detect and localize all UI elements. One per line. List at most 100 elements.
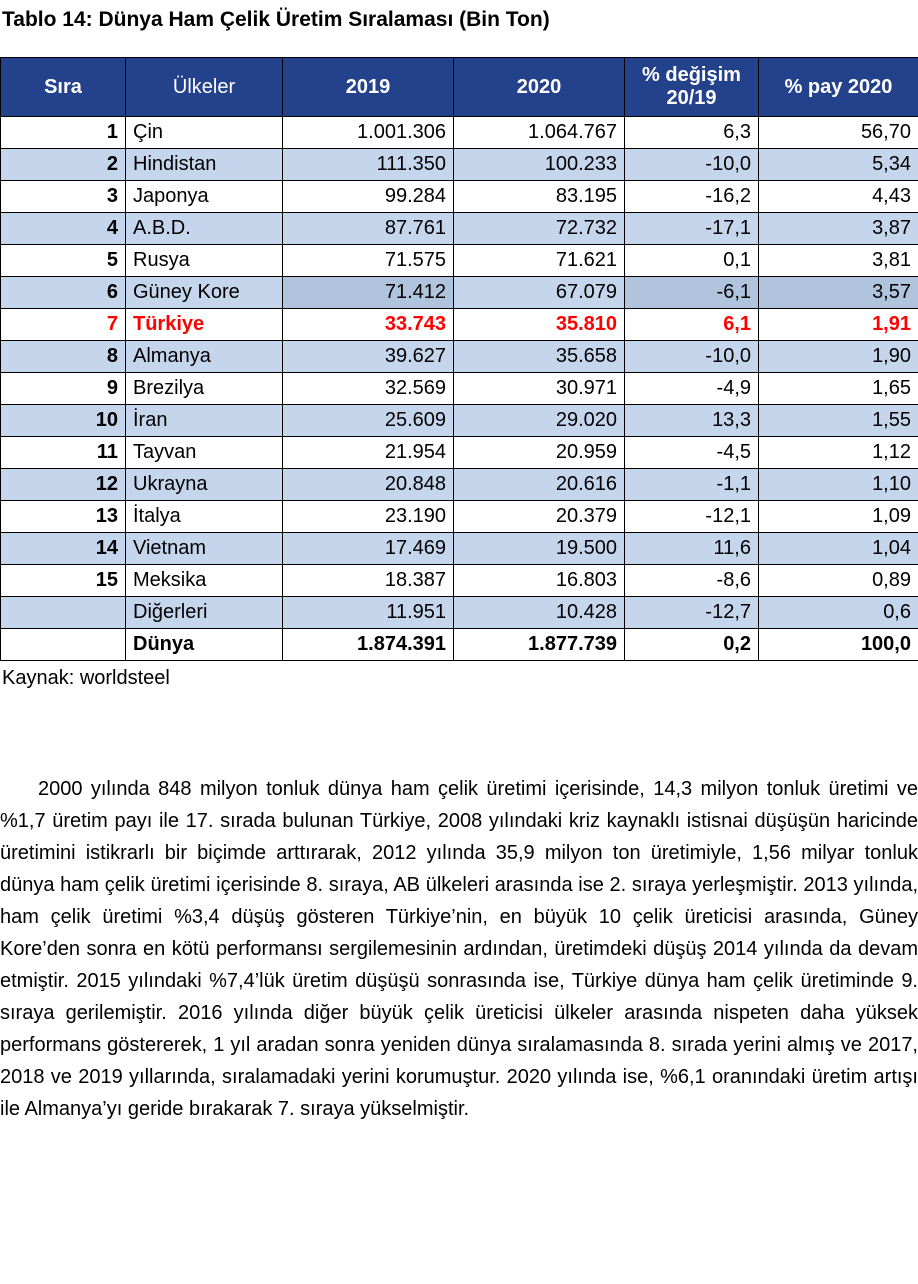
cell-share: 5,34: [758, 148, 918, 181]
cell-y2020: 20.616: [453, 468, 625, 501]
cell-change: -4,5: [624, 436, 759, 469]
cell-y2020: 71.621: [453, 244, 625, 277]
cell-change: -12,1: [624, 500, 759, 533]
cell-y2019: 23.190: [282, 500, 454, 533]
cell-share: 1,55: [758, 404, 918, 437]
cell-y2020: 10.428: [453, 596, 625, 629]
cell-country: Dünya: [125, 628, 283, 661]
cell-change: -12,7: [624, 596, 759, 629]
cell-y2019: 111.350: [282, 148, 454, 181]
cell-y2020: 20.959: [453, 436, 625, 469]
cell-rank: 3: [0, 180, 126, 213]
cell-change: 6,3: [624, 116, 759, 149]
cell-y2019: 99.284: [282, 180, 454, 213]
cell-rank: [0, 596, 126, 629]
cell-y2019: 87.761: [282, 212, 454, 245]
cell-rank: 2: [0, 148, 126, 181]
cell-share: 1,09: [758, 500, 918, 533]
cell-rank: 1: [0, 116, 126, 149]
cell-change: 0,1: [624, 244, 759, 277]
table-row: 15 Meksika 18.387 16.803 -8,6 0,89: [0, 564, 918, 597]
table-row: 1 Çin 1.001.306 1.064.767 6,3 56,70: [0, 116, 918, 149]
table-row: 4 A.B.D. 87.761 72.732 -17,1 3,87: [0, 212, 918, 245]
cell-rank: 6: [0, 276, 126, 309]
cell-change: -6,1: [624, 276, 759, 309]
table-row: 14 Vietnam 17.469 19.500 11,6 1,04: [0, 532, 918, 565]
header-share: % pay 2020: [758, 57, 918, 117]
cell-share: 3,57: [758, 276, 918, 309]
table-row: 6 Güney Kore 71.412 67.079 -6,1 3,57: [0, 276, 918, 309]
table-row: 11 Tayvan 21.954 20.959 -4,5 1,12: [0, 436, 918, 469]
header-2019: 2019: [282, 57, 454, 117]
cell-change: 11,6: [624, 532, 759, 565]
cell-change: -4,9: [624, 372, 759, 405]
body-paragraph: 2000 yılında 848 milyon tonluk dünya ham…: [0, 778, 918, 1120]
cell-y2019: 25.609: [282, 404, 454, 437]
table-row: 13 İtalya 23.190 20.379 -12,1 1,09: [0, 500, 918, 533]
cell-rank: 12: [0, 468, 126, 501]
cell-share: 100,0: [758, 628, 918, 661]
table-row: 10 İran 25.609 29.020 13,3 1,55: [0, 404, 918, 437]
cell-y2020: 19.500: [453, 532, 625, 565]
cell-change: -8,6: [624, 564, 759, 597]
cell-share: 0,89: [758, 564, 918, 597]
cell-country: Diğerleri: [125, 596, 283, 629]
cell-country: Brezilya: [125, 372, 283, 405]
cell-y2019: 21.954: [282, 436, 454, 469]
cell-y2020: 30.971: [453, 372, 625, 405]
cell-y2020: 1.064.767: [453, 116, 625, 149]
cell-change: 13,3: [624, 404, 759, 437]
table-row: 12 Ukrayna 20.848 20.616 -1,1 1,10: [0, 468, 918, 501]
cell-country: Ukrayna: [125, 468, 283, 501]
cell-rank: 8: [0, 340, 126, 373]
cell-country: İtalya: [125, 500, 283, 533]
cell-y2019: 1.001.306: [282, 116, 454, 149]
cell-country: A.B.D.: [125, 212, 283, 245]
cell-change: -16,2: [624, 180, 759, 213]
cell-country: Güney Kore: [125, 276, 283, 309]
cell-rank: 4: [0, 212, 126, 245]
cell-rank: 14: [0, 532, 126, 565]
header-country: Ülkeler: [125, 57, 283, 117]
cell-y2020: 1.877.739: [453, 628, 625, 661]
cell-change: -17,1: [624, 212, 759, 245]
cell-rank: 13: [0, 500, 126, 533]
cell-y2020: 100.233: [453, 148, 625, 181]
header-change: % değişim 20/19: [624, 57, 759, 117]
steel-production-table: Sıra Ülkeler 2019 2020 % değişim 20/19 %…: [0, 57, 918, 661]
cell-y2019: 1.874.391: [282, 628, 454, 661]
cell-y2019: 33.743: [282, 308, 454, 341]
cell-change: 6,1: [624, 308, 759, 341]
table-body: 1 Çin 1.001.306 1.064.767 6,3 56,70 2 Hindistan…: [0, 116, 918, 661]
cell-share: 1,04: [758, 532, 918, 565]
source-note: Kaynak: worldsteel: [2, 667, 170, 689]
cell-change: -10,0: [624, 340, 759, 373]
cell-change: -10,0: [624, 148, 759, 181]
cell-rank: 7: [0, 308, 126, 341]
table-row: 3 Japonya 99.284 83.195 -16,2 4,43: [0, 180, 918, 213]
cell-change: 0,2: [624, 628, 759, 661]
table-row: 7 Türkiye 33.743 35.810 6,1 1,91: [0, 308, 918, 341]
cell-country: Almanya: [125, 340, 283, 373]
table-row: 9 Brezilya 32.569 30.971 -4,9 1,65: [0, 372, 918, 405]
cell-country: Vietnam: [125, 532, 283, 565]
cell-rank: 10: [0, 404, 126, 437]
cell-rank: 9: [0, 372, 126, 405]
cell-y2019: 17.469: [282, 532, 454, 565]
cell-country: Türkiye: [125, 308, 283, 341]
cell-y2020: 16.803: [453, 564, 625, 597]
cell-y2019: 18.387: [282, 564, 454, 597]
cell-country: İran: [125, 404, 283, 437]
cell-country: Çin: [125, 116, 283, 149]
cell-y2020: 67.079: [453, 276, 625, 309]
table-row: 2 Hindistan 111.350 100.233 -10,0 5,34: [0, 148, 918, 181]
cell-rank: 5: [0, 244, 126, 277]
cell-y2019: 11.951: [282, 596, 454, 629]
cell-share: 1,91: [758, 308, 918, 341]
cell-rank: 15: [0, 564, 126, 597]
cell-y2020: 20.379: [453, 500, 625, 533]
cell-y2020: 35.810: [453, 308, 625, 341]
cell-rank: [0, 628, 126, 661]
table-header-row: Sıra Ülkeler 2019 2020 % değişim 20/19 %…: [0, 57, 918, 117]
table-title: Tablo 14: Dünya Ham Çelik Üretim Sıralam…: [2, 8, 550, 31]
